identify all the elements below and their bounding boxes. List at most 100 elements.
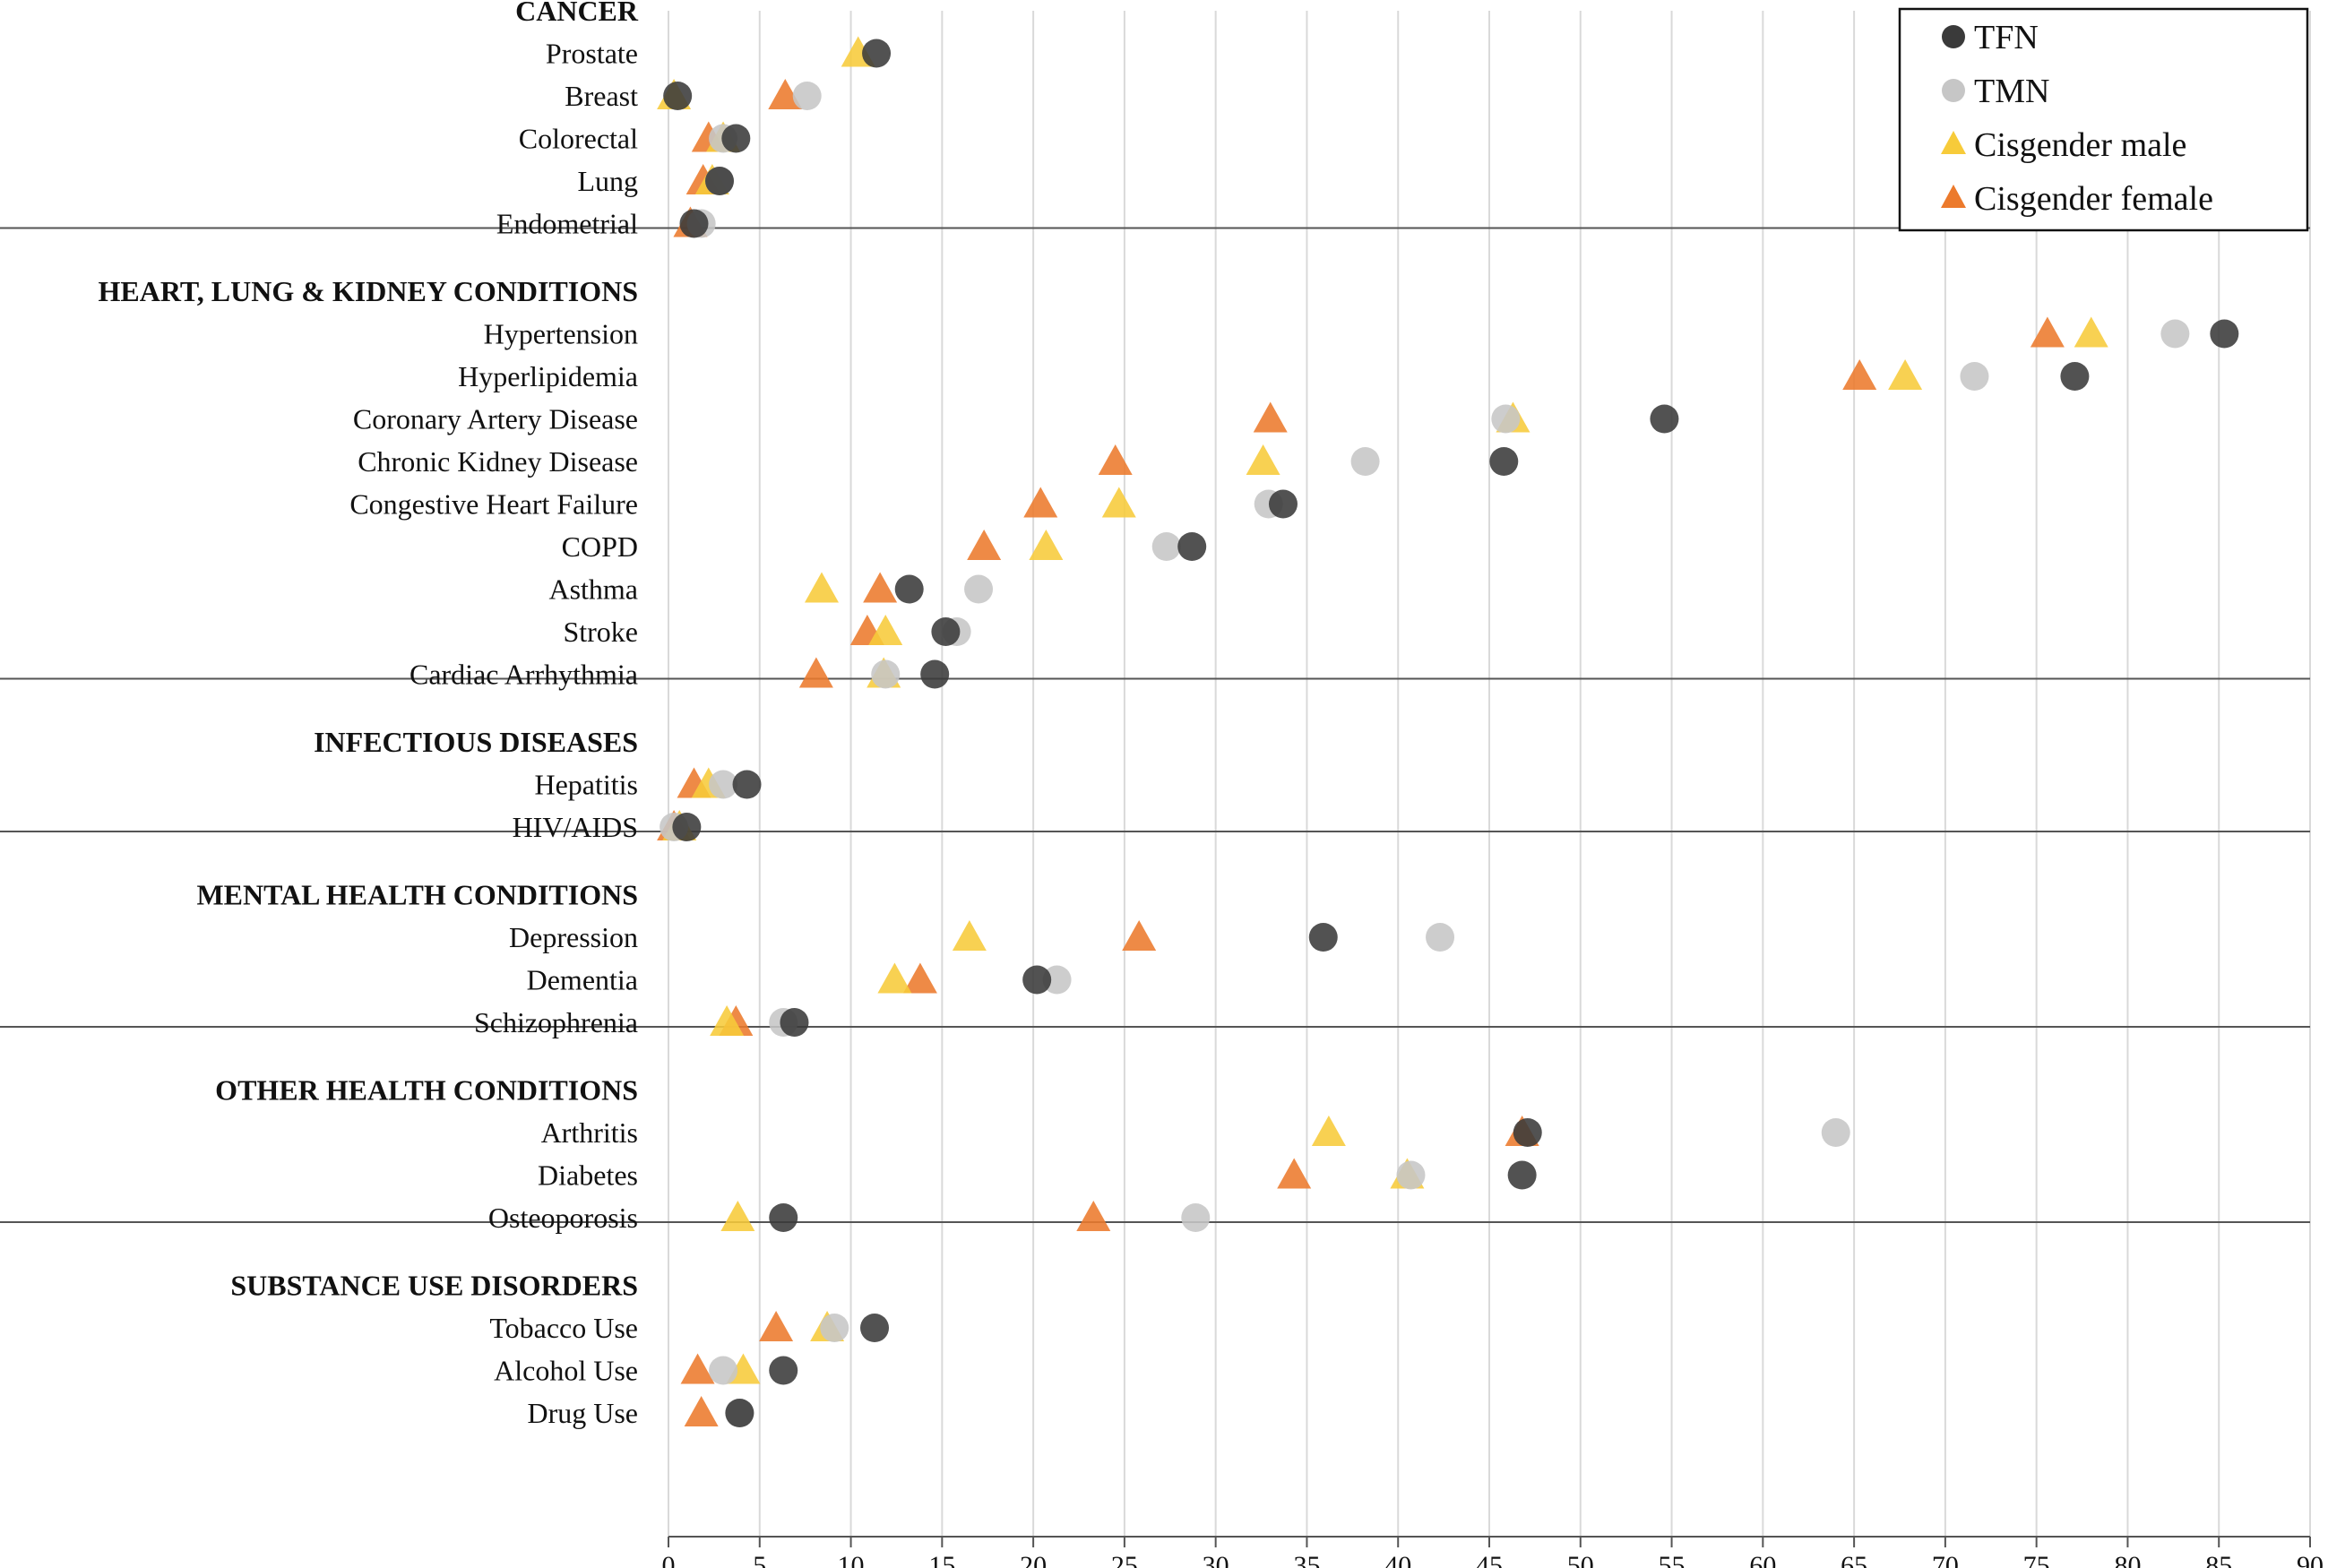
category-label-copd: COPD xyxy=(562,530,638,563)
point-tfn-copd xyxy=(1177,532,1207,561)
point-tfn-schizophrenia xyxy=(780,1008,809,1037)
category-label-drug-use: Drug Use xyxy=(527,1397,638,1429)
point-tfn-stroke xyxy=(931,617,961,646)
x-tick-label: 25 xyxy=(1111,1551,1138,1568)
category-label-stroke: Stroke xyxy=(563,616,638,648)
category-label-congestive-heart-failure: Congestive Heart Failure xyxy=(349,488,638,521)
category-label-colorectal: Colorectal xyxy=(519,123,638,155)
point-cisgender-male-arthritis xyxy=(1311,1116,1346,1146)
point-cisgender-female-alcohol-use xyxy=(680,1353,715,1384)
point-tfn-alcohol-use xyxy=(769,1356,798,1385)
point-cisgender-female-asthma xyxy=(863,572,898,603)
x-tick-label: 50 xyxy=(1567,1551,1594,1568)
x-tick-label: 40 xyxy=(1384,1551,1411,1568)
point-tmn-coronary-artery-disease xyxy=(1491,404,1521,434)
point-tfn-chronic-kidney-disease xyxy=(1489,447,1519,476)
point-tfn-diabetes xyxy=(1507,1160,1537,1190)
legend-box xyxy=(1898,7,2309,232)
x-tick-label: 90 xyxy=(2297,1551,2324,1568)
group-label-substance-use-disorders: SUBSTANCE USE DISORDERS xyxy=(230,1270,638,1302)
point-cisgender-male-dementia xyxy=(877,962,912,994)
point-tfn-prostate xyxy=(862,39,892,68)
x-tick-label: 80 xyxy=(2114,1551,2141,1568)
x-tick-label: 10 xyxy=(838,1551,865,1568)
point-tmn-osteoporosis xyxy=(1181,1203,1211,1232)
point-cisgender-female-hyperlipidemia xyxy=(1842,359,1877,390)
point-cisgender-male-asthma xyxy=(804,572,839,603)
legend-label-tfn: TFN xyxy=(1974,19,2039,56)
legend-marker-cisgender-female xyxy=(1941,185,1966,208)
data-points xyxy=(657,36,2239,1427)
category-label-cardiac-arrhythmia: Cardiac Arrhythmia xyxy=(410,659,638,691)
point-cisgender-male-osteoporosis xyxy=(720,1201,755,1231)
point-cisgender-male-copd xyxy=(1029,530,1064,560)
point-cisgender-male-hypertension xyxy=(2074,316,2108,348)
category-label-diabetes: Diabetes xyxy=(538,1159,638,1192)
point-tmn-arthritis xyxy=(1821,1118,1850,1147)
point-cisgender-female-osteoporosis xyxy=(1076,1201,1111,1231)
point-tfn-coronary-artery-disease xyxy=(1650,404,1679,434)
point-tfn-tobacco-use xyxy=(860,1314,890,1342)
legend-label-cisgender-male: Cisgender male xyxy=(1974,126,2186,164)
point-tfn-arthritis xyxy=(1513,1118,1542,1147)
point-tmn-hepatitis xyxy=(709,770,738,799)
point-tfn-colorectal xyxy=(721,124,751,153)
x-tick-label: 70 xyxy=(1932,1551,1959,1568)
x-tick-label: 0 xyxy=(662,1551,676,1568)
point-tfn-asthma xyxy=(894,574,924,604)
x-tick-label: 65 xyxy=(1841,1551,1867,1568)
category-label-tobacco-use: Tobacco Use xyxy=(489,1312,638,1344)
category-label-osteoporosis: Osteoporosis xyxy=(488,1202,638,1234)
x-tick-label: 30 xyxy=(1203,1551,1229,1568)
legend-marker-tmn xyxy=(1942,79,1965,102)
category-label-asthma: Asthma xyxy=(548,573,638,606)
legend-marker-tfn xyxy=(1942,25,1965,48)
point-cisgender-female-drug-use xyxy=(684,1396,719,1426)
point-tfn-breast xyxy=(663,82,693,110)
category-label-alcohol-use: Alcohol Use xyxy=(494,1355,638,1387)
point-cisgender-female-coronary-artery-disease xyxy=(1253,401,1288,433)
point-tmn-hyperlipidemia xyxy=(1960,362,1989,391)
point-tfn-hypertension xyxy=(2210,319,2239,349)
legend-label-tmn: TMN xyxy=(1974,73,2049,110)
category-label-hyperlipidemia: Hyperlipidemia xyxy=(458,360,638,392)
group-label-mental-health-conditions: MENTAL HEALTH CONDITIONS xyxy=(196,879,638,911)
point-tfn-hepatitis xyxy=(732,770,762,799)
point-tfn-drug-use xyxy=(725,1399,754,1427)
point-tmn-copd xyxy=(1151,532,1181,561)
point-cisgender-male-stroke xyxy=(868,615,903,645)
point-tmn-chronic-kidney-disease xyxy=(1350,447,1380,476)
group-label-cancer: CANCER xyxy=(515,0,639,27)
point-tfn-lung xyxy=(704,167,734,195)
point-tmn-diabetes xyxy=(1396,1160,1426,1190)
category-label-depression: Depression xyxy=(509,921,638,953)
group-label-other-health-conditions: OTHER HEALTH CONDITIONS xyxy=(215,1074,638,1107)
point-cisgender-female-cardiac-arrhythmia xyxy=(798,657,833,688)
point-tmn-alcohol-use xyxy=(709,1356,738,1385)
category-label-hypertension: Hypertension xyxy=(484,318,638,350)
point-cisgender-female-hypertension xyxy=(2030,316,2065,348)
point-tmn-hypertension xyxy=(2160,319,2190,349)
point-cisgender-male-depression xyxy=(952,920,987,951)
point-cisgender-female-dementia xyxy=(902,962,937,994)
x-tick-label: 55 xyxy=(1659,1551,1686,1568)
category-label-hepatitis: Hepatitis xyxy=(534,769,638,801)
point-tfn-dementia xyxy=(1022,965,1052,995)
point-tmn-asthma xyxy=(964,574,994,604)
point-tfn-hyperlipidemia xyxy=(2060,362,2090,391)
point-tmn-breast xyxy=(792,82,822,110)
category-label-breast: Breast xyxy=(565,80,638,112)
category-label-hiv-aids: HIV/AIDS xyxy=(513,811,638,843)
category-label-lung: Lung xyxy=(577,165,638,197)
category-label-schizophrenia: Schizophrenia xyxy=(474,1006,638,1038)
point-tfn-congestive-heart-failure xyxy=(1268,489,1298,519)
point-cisgender-female-depression xyxy=(1122,920,1157,951)
point-cisgender-male-schizophrenia xyxy=(710,1005,745,1036)
point-tfn-osteoporosis xyxy=(769,1203,798,1232)
x-tick-label: 35 xyxy=(1293,1551,1320,1568)
legend-label-cisgender-female: Cisgender female xyxy=(1974,180,2213,218)
x-tick-label: 45 xyxy=(1476,1551,1503,1568)
point-cisgender-female-diabetes xyxy=(1277,1158,1312,1189)
category-label-arthritis: Arthritis xyxy=(541,1116,638,1149)
